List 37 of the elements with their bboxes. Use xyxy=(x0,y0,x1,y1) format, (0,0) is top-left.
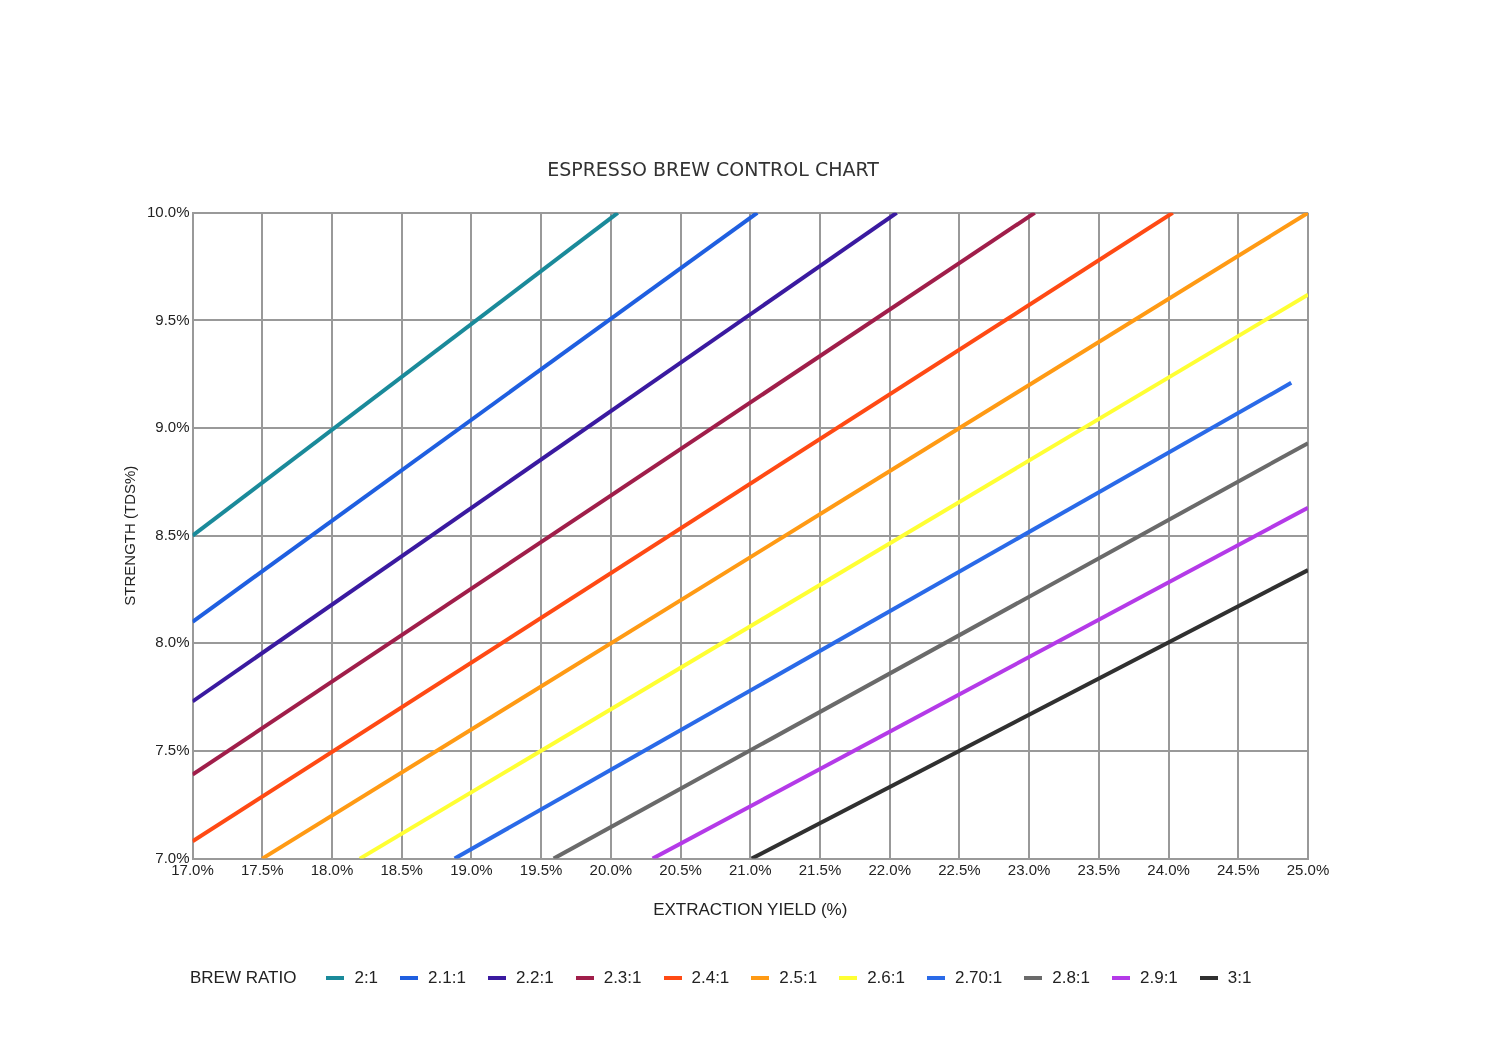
legend-title: BREW RATIO xyxy=(190,968,297,988)
y-tick-label: 7.5% xyxy=(155,741,190,759)
y-tick-label: 8.0% xyxy=(155,633,190,651)
legend-label: 2.1:1 xyxy=(428,968,466,988)
x-tick-label: 23.0% xyxy=(1007,860,1051,878)
x-tick-label: 21.5% xyxy=(798,860,842,878)
y-axis-title: STRENGTH (TDS%) xyxy=(121,465,139,606)
y-tick-label: 8.5% xyxy=(155,525,190,543)
y-tick-label: 9.0% xyxy=(155,418,190,436)
x-axis-title: EXTRACTION YIELD (%) xyxy=(653,900,848,920)
x-tick-label: 22.5% xyxy=(938,860,981,878)
x-tick-label: 24.0% xyxy=(1147,860,1190,878)
x-tick-label: 25.0% xyxy=(1286,860,1330,878)
x-tick-label: 23.5% xyxy=(1077,860,1121,878)
y-tick-label: 10.0% xyxy=(146,202,190,220)
legend-label: 2.8:1 xyxy=(1052,968,1091,988)
x-tick-label: 17.5% xyxy=(240,860,284,878)
legend-label: 2.3:1 xyxy=(603,968,642,988)
chart-title: ESPRESSO BREW CONTROL CHART xyxy=(547,158,880,181)
legend-label: 2.9:1 xyxy=(1140,968,1178,988)
legend-label: 2.70:1 xyxy=(954,968,1003,988)
x-tick-label: 19.0% xyxy=(450,860,493,878)
x-tick-label: 18.5% xyxy=(380,860,423,878)
x-tick-label: 20.0% xyxy=(589,860,633,878)
x-tick-label: 19.5% xyxy=(519,860,563,878)
legend-label: 2:1 xyxy=(354,968,379,988)
x-tick-label: 24.5% xyxy=(1217,860,1260,878)
y-tick-label: 9.5% xyxy=(155,310,190,328)
x-tick-label: 20.5% xyxy=(659,860,702,878)
legend-label: 3:1 xyxy=(1227,968,1252,988)
legend-label: 2.2:1 xyxy=(515,968,554,988)
x-tick-label: 18.0% xyxy=(310,860,354,878)
x-tick-label: 21.0% xyxy=(728,860,772,878)
legend-label: 2.6:1 xyxy=(867,968,905,988)
x-tick-label: 22.0% xyxy=(868,860,911,878)
legend-label: 2.5:1 xyxy=(779,968,818,988)
legend-label: 2.4:1 xyxy=(691,968,730,988)
